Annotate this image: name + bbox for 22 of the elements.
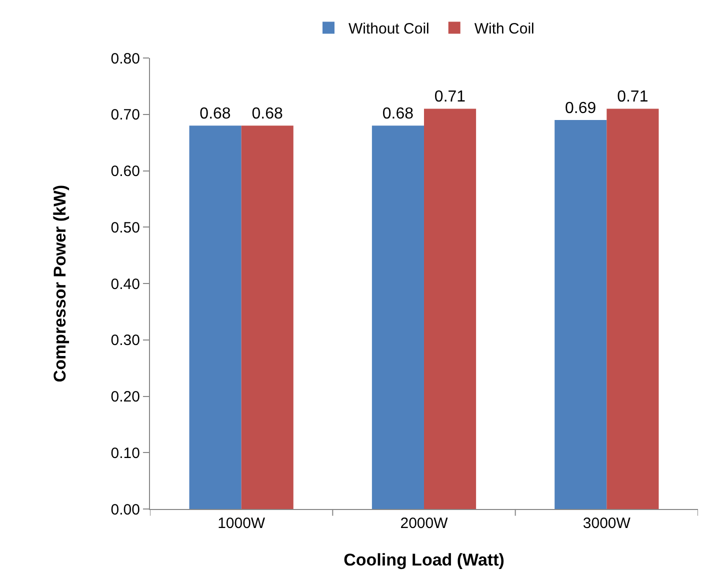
y-tick-label: 0.40 <box>110 276 140 293</box>
y-axis-title: Compressor Power (kW) <box>50 184 70 382</box>
y-tick-label: 0.10 <box>110 444 140 462</box>
data-label: 0.71 <box>434 88 466 106</box>
data-label: 0.68 <box>382 106 414 123</box>
data-label: 0.68 <box>200 106 231 123</box>
x-tick-label: 1000W <box>218 515 266 532</box>
x-axis-title: Cooling Load (Watt) <box>344 550 504 570</box>
y-tick-label: 0.50 <box>110 219 140 236</box>
y-tick-label: 0.60 <box>110 163 140 180</box>
x-tick-label: 3000W <box>582 515 632 532</box>
legend-label: Without Coil <box>348 20 430 38</box>
y-tick-label: 0.70 <box>110 106 140 124</box>
y-tick-label: 0.00 <box>110 501 140 518</box>
data-label: 0.69 <box>565 100 596 118</box>
y-tick-label: 0.80 <box>110 50 140 68</box>
y-tick-label: 0.20 <box>110 388 140 406</box>
y-tick-label: 0.30 <box>110 332 140 350</box>
data-label: 0.68 <box>252 106 283 123</box>
x-tick-label: 2000W <box>400 515 449 532</box>
legend-label: With Coil <box>474 20 534 38</box>
data-label: 0.71 <box>617 88 648 106</box>
